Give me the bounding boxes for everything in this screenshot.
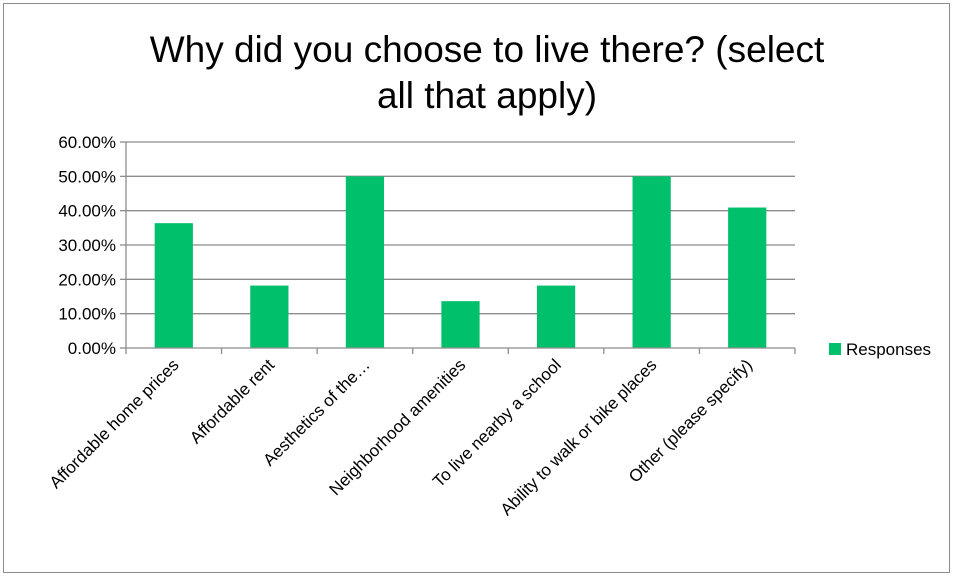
chart-title-line-2: all that apply) bbox=[377, 75, 597, 116]
y-tick-label: 60.00% bbox=[58, 133, 116, 152]
x-axis-category-labels: Affordable home prices Affordable rentAes… bbox=[46, 355, 756, 519]
bar bbox=[441, 301, 480, 348]
x-category-label: Aesthetics of the… bbox=[259, 355, 373, 469]
y-tick-label: 20.00% bbox=[58, 270, 116, 289]
x-category-label: Ability to walk or bike places bbox=[497, 355, 661, 519]
bar bbox=[154, 223, 193, 348]
bar bbox=[728, 207, 767, 348]
gridlines bbox=[126, 141, 795, 315]
x-category-label: Affordable home prices bbox=[46, 355, 183, 492]
y-tick-label: 30.00% bbox=[58, 236, 116, 255]
legend: Responses bbox=[829, 340, 931, 359]
chart-title-line-1: Why did you choose to live there? (selec… bbox=[150, 29, 825, 70]
bars bbox=[154, 176, 767, 348]
legend-swatch-responses bbox=[829, 343, 841, 355]
legend-label-responses: Responses bbox=[846, 340, 931, 359]
bar bbox=[345, 176, 385, 348]
bar bbox=[632, 176, 671, 348]
axes bbox=[125, 142, 796, 354]
y-tick-label: 40.00% bbox=[58, 202, 116, 221]
chart-title: Why did you choose to live there? (selec… bbox=[150, 29, 825, 116]
y-tick-label: 50.00% bbox=[58, 167, 116, 186]
y-tick-label: 0.00% bbox=[68, 339, 116, 358]
y-tick-label: 10.00% bbox=[58, 305, 116, 324]
bar bbox=[250, 285, 289, 348]
y-axis-tick-labels: 0.00% 10.00% 20.00% 30.00% 40.00% 50.00% 60.00… bbox=[58, 133, 126, 358]
x-category-label: Affordable rent bbox=[186, 355, 278, 447]
bar bbox=[536, 285, 576, 348]
